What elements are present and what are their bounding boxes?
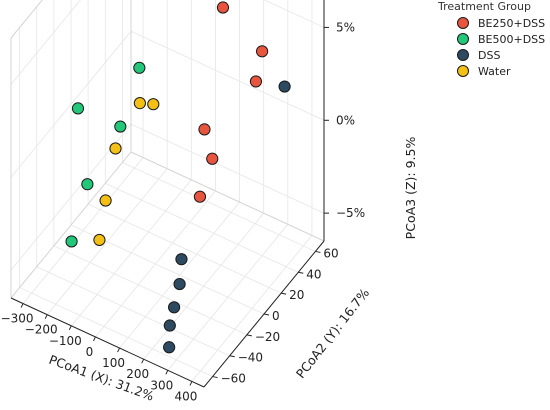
grid-line-y-floor (36, 266, 230, 357)
data-point-dss (163, 319, 176, 332)
legend: Treatment Group BE250+DSS BE500+DSS DSS Wate… (437, 0, 545, 78)
pane-edge (130, 151, 325, 242)
x-axis-line (10, 297, 205, 388)
back-pane-right (131, 0, 324, 241)
x-tick-mark (44, 314, 48, 319)
grid-line-y-floor (19, 287, 213, 377)
data-points (65, 1, 291, 354)
legend-marker (457, 17, 469, 29)
grid-line-z-right (130, 30, 325, 121)
legend-entry-label: Water (478, 65, 511, 78)
data-point-dss (175, 253, 188, 266)
y-tick-mark (212, 376, 218, 379)
x-tick-mark (92, 336, 96, 342)
grid-line-y-floor (87, 203, 282, 294)
legend-marker (457, 65, 469, 77)
data-point-be500-dss (133, 61, 146, 74)
grid-line-z-left (10, 31, 132, 178)
y-tick-mark (298, 271, 304, 274)
data-point-water (99, 194, 112, 207)
data-point-dss (278, 80, 291, 93)
x-tick-label: −300 (1, 312, 34, 326)
data-point-be500-dss (71, 102, 85, 115)
x-tick-mark (141, 358, 145, 364)
x-tick-label: 100 (102, 356, 125, 370)
grid-line-z-right (263, 0, 325, 28)
y-tick-label: 60 (323, 246, 338, 260)
data-point-be500-dss (114, 120, 127, 133)
data-point-be250-dss (193, 190, 207, 203)
x-tick-mark (189, 381, 193, 386)
x-tick-label: 200 (126, 367, 149, 381)
legend-marker (457, 49, 469, 61)
y-tick-mark (229, 355, 235, 358)
x-tick-label: −100 (49, 334, 82, 348)
grid-line-y-floor (122, 162, 316, 252)
data-point-be250-dss (198, 123, 211, 136)
y-tick-mark (315, 250, 321, 253)
z-tick-label: 0% (336, 113, 355, 127)
legend-marker (457, 33, 469, 45)
data-point-water (93, 233, 106, 247)
y-axis-label: PCoA2 (Y): 16.7% (293, 285, 372, 381)
grid-line-z-right (130, 123, 325, 214)
y-tick-label: −20 (255, 330, 280, 344)
y-tick-label: 20 (289, 288, 304, 302)
data-point-dss (167, 301, 181, 314)
data-point-dss (173, 277, 186, 291)
y-tick-mark (246, 334, 252, 337)
x-tick-mark (117, 347, 121, 353)
z-tick-label: −5% (336, 206, 365, 220)
legend-entry-label: BE250+DSS (478, 17, 545, 30)
z-axis-label: PCoA3 (Z): 9.5% (403, 137, 418, 240)
data-point-be500-dss (65, 235, 78, 248)
data-point-be250-dss (249, 75, 263, 88)
grid-line-y-floor (105, 182, 299, 273)
legend-entry-label: DSS (478, 49, 500, 62)
y-tick-label: 0 (272, 309, 280, 323)
data-point-water (109, 142, 122, 155)
data-point-dss (163, 341, 176, 354)
legend-title: Treatment Group (437, 0, 531, 13)
pane-edge (10, 0, 43, 39)
data-point-be250-dss (206, 152, 219, 165)
x-tick-label: 400 (174, 389, 197, 403)
y-tick-mark (281, 292, 287, 295)
grid-line-y-floor (53, 245, 248, 336)
y-tick-label: 40 (306, 267, 321, 281)
y-tick-mark (263, 313, 270, 316)
x-tick-mark (165, 370, 169, 375)
x-tick-mark (20, 303, 24, 308)
legend-entry-label: BE500+DSS (478, 33, 545, 46)
x-tick-mark (68, 325, 72, 331)
y-tick-label: −60 (221, 372, 246, 386)
data-point-water (133, 96, 146, 110)
pane-edge (10, 151, 132, 299)
x-tick-label: −200 (25, 323, 58, 337)
data-point-be250-dss (216, 1, 230, 14)
data-point-water (147, 98, 160, 111)
axis-ticks: −300−200−1000100200300400−60−40−20020406… (1, 20, 366, 403)
y-tick-label: −40 (238, 351, 263, 365)
data-point-be500-dss (81, 178, 94, 191)
x-tick-label: 300 (150, 378, 173, 392)
x-tick-label: 0 (86, 345, 94, 359)
z-tick-label: 5% (336, 20, 355, 34)
data-point-be250-dss (255, 45, 269, 58)
grid-line-z-left (10, 0, 81, 85)
